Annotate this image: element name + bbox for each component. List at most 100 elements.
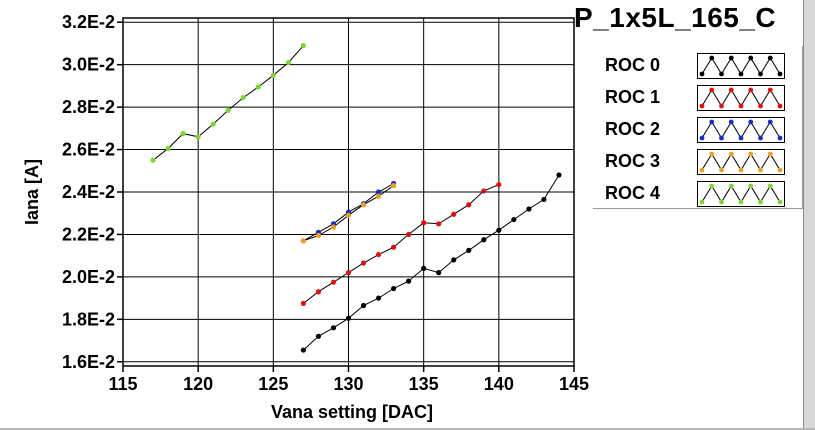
data-point — [255, 84, 261, 90]
data-point — [496, 181, 502, 188]
y-axis-ticks: 1.6E-2 1.8E-2 2.0E-2 2.2E-2 2.4E-2 2.6E-2 2.8E… — [62, 12, 123, 372]
data-point — [180, 131, 186, 137]
legend-marker — [728, 55, 734, 61]
y-tick-label: 2.4E-2 — [62, 182, 115, 202]
series-0 — [300, 172, 562, 353]
legend-marker — [699, 167, 705, 173]
legend-marker — [709, 87, 715, 93]
data-point — [285, 59, 291, 66]
data-point — [481, 188, 487, 194]
legend-marker — [748, 55, 754, 61]
legend-swatch — [697, 181, 785, 207]
legend-item: ROC 3 — [593, 147, 802, 175]
legend-marker — [748, 151, 754, 157]
x-tick-label: 140 — [484, 374, 514, 394]
legend-marker — [758, 167, 763, 173]
data-point — [451, 211, 457, 217]
data-point — [526, 206, 532, 212]
legend-swatch-graphic — [699, 87, 783, 109]
data-point — [391, 244, 397, 250]
legend-marker — [758, 135, 763, 141]
legend-marker — [738, 135, 744, 141]
series-4 — [150, 42, 306, 163]
legend-swatch — [697, 117, 785, 143]
legend-marker — [719, 199, 724, 205]
y-tick-label: 2.8E-2 — [62, 97, 115, 117]
data-point — [466, 247, 472, 253]
legend-marker — [777, 167, 783, 173]
legend-marker — [699, 71, 705, 77]
data-point — [375, 251, 382, 258]
data-point — [375, 295, 382, 301]
legend-marker — [709, 151, 715, 157]
x-tick-label: 145 — [559, 374, 589, 394]
legend-marker — [738, 167, 744, 173]
data-point — [360, 260, 367, 266]
x-tick-label: 115 — [108, 374, 137, 394]
data-point — [315, 333, 322, 339]
legend-swatch-graphic — [699, 119, 783, 141]
legend-label: ROC 4 — [605, 183, 661, 203]
data-point — [345, 212, 352, 218]
y-axis-title: Iana [A] — [22, 159, 42, 225]
y-tick-label: 1.6E-2 — [62, 352, 115, 372]
legend-swatch — [697, 53, 785, 79]
legend-marker — [738, 103, 744, 109]
legend-marker — [748, 87, 754, 93]
legend-marker — [719, 135, 724, 141]
data-point — [466, 202, 472, 208]
legend-label: ROC 0 — [605, 55, 661, 75]
data-point — [270, 72, 276, 78]
legend-marker — [738, 199, 744, 205]
data-point — [496, 227, 502, 233]
legend-marker — [777, 71, 783, 77]
legend-marker — [719, 167, 724, 173]
legend-marker — [719, 71, 724, 77]
legend-item: ROC 0 — [593, 51, 802, 79]
x-tick-label: 120 — [183, 374, 213, 394]
y-tick-label: 1.8E-2 — [62, 309, 115, 329]
legend-marker — [758, 199, 763, 205]
legend-marker — [699, 199, 705, 205]
y-tick-label: 2.0E-2 — [62, 267, 115, 287]
legend-marker — [699, 103, 705, 109]
legend-marker — [728, 151, 734, 157]
data-point — [330, 279, 337, 285]
data-point — [240, 94, 246, 101]
legend-label: ROC 3 — [605, 151, 661, 171]
x-tick-label: 135 — [409, 374, 439, 394]
data-point — [330, 224, 337, 230]
y-tick-label: 3.0E-2 — [62, 55, 115, 75]
series-line — [303, 174, 560, 351]
y-tick-label: 2.6E-2 — [62, 140, 115, 160]
data-point — [406, 278, 412, 284]
chart-title: P_1x5L_165_C — [574, 2, 777, 33]
legend-marker — [699, 135, 705, 141]
data-point — [360, 302, 367, 309]
legend-marker — [777, 135, 783, 141]
data-point — [300, 238, 306, 244]
data-point — [436, 270, 442, 276]
data-point — [375, 193, 382, 199]
legend-marker — [758, 103, 763, 109]
legend-marker — [709, 119, 715, 125]
data-point — [300, 42, 306, 49]
legend-marker — [758, 71, 763, 77]
data-point — [345, 270, 352, 276]
x-tick-label: 130 — [333, 374, 363, 394]
legend-marker — [719, 103, 724, 109]
data-point — [556, 172, 562, 178]
legend-label: ROC 1 — [605, 87, 661, 107]
legend-marker — [777, 103, 783, 109]
x-tick-label: 125 — [258, 374, 288, 394]
data-point — [165, 145, 171, 152]
legend-marker — [709, 55, 715, 61]
data-point — [421, 265, 427, 271]
legend-marker — [767, 183, 773, 189]
legend-marker — [777, 199, 783, 205]
legend-swatch — [697, 85, 785, 111]
data-point — [360, 202, 367, 208]
legend-marker — [767, 87, 773, 93]
data-point — [315, 232, 322, 239]
legend-marker — [767, 151, 773, 157]
